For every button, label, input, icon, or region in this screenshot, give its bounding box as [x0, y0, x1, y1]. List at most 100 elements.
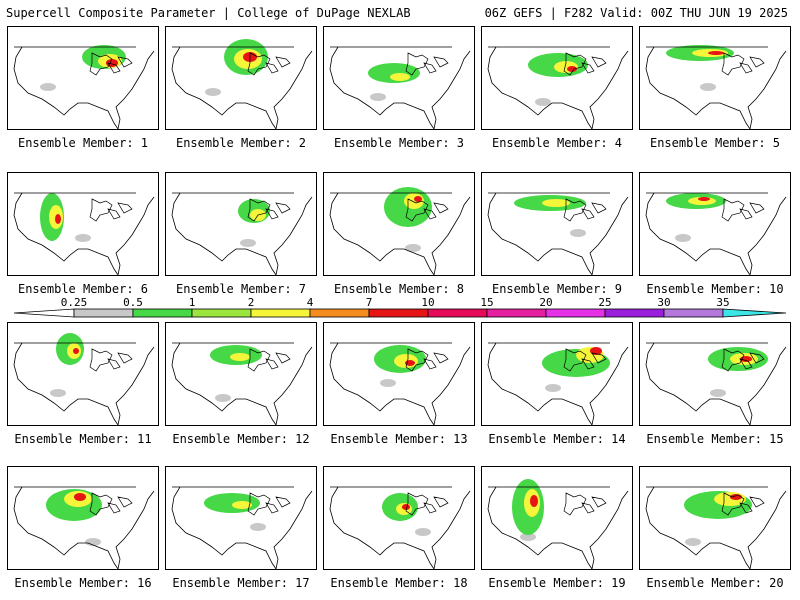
scp-contour — [215, 394, 231, 402]
great-lakes-outline — [89, 198, 133, 222]
ensemble-map-panel — [323, 466, 475, 570]
great-lakes-outline — [721, 198, 765, 222]
scp-map — [329, 46, 471, 129]
legend-color-bin — [368, 308, 429, 318]
us-boundary — [13, 486, 155, 569]
legend-color-bin — [250, 308, 311, 318]
ensemble-map-panel — [323, 322, 475, 426]
scp-map — [171, 39, 313, 129]
us-boundary — [329, 46, 471, 129]
scp-contour — [380, 379, 396, 387]
ensemble-member-label: Ensemble Member: 7 — [175, 282, 307, 296]
ensemble-member-label: Ensemble Member: 13 — [330, 432, 468, 446]
scp-map — [13, 45, 155, 129]
legend-color-bin — [309, 308, 370, 318]
great-lakes-outline — [563, 348, 607, 372]
us-boundary — [645, 46, 787, 129]
ensemble-map-panel — [165, 26, 317, 130]
great-lakes-outline — [89, 348, 133, 372]
scp-contour — [204, 493, 260, 513]
scp-map — [487, 479, 629, 569]
great-lakes-outline — [563, 52, 607, 76]
legend-tick-label: 0.5 — [123, 296, 143, 309]
great-lakes-outline — [405, 198, 449, 222]
scp-contour — [40, 83, 56, 91]
us-boundary — [487, 192, 629, 275]
great-lakes-outline — [405, 52, 449, 76]
us-boundary — [645, 486, 787, 569]
legend-color-bin — [663, 308, 724, 318]
ensemble-map-panel — [165, 172, 317, 276]
scp-contour — [85, 538, 101, 546]
us-boundary — [13, 192, 155, 275]
ensemble-map-panel — [639, 26, 791, 130]
ensemble-member-label: Ensemble Member: 6 — [17, 282, 149, 296]
legend-color-bin — [722, 308, 787, 318]
scp-contour — [685, 538, 701, 546]
header-title: Supercell Composite Parameter | College … — [6, 6, 411, 20]
us-boundary — [487, 342, 629, 425]
ensemble-member-label: Ensemble Member: 12 — [172, 432, 310, 446]
header-valid-time: 06Z GEFS | F282 Valid: 00Z THU JUN 19 20… — [484, 6, 788, 20]
scp-map — [487, 342, 629, 425]
legend-tick-label: 35 — [716, 296, 730, 309]
us-boundary — [13, 342, 155, 425]
legend-min-arrow — [13, 308, 75, 318]
legend-color-bin — [545, 308, 606, 318]
ensemble-map-panel — [165, 322, 317, 426]
scp-contour — [710, 389, 726, 397]
great-lakes-outline — [247, 52, 291, 76]
scp-map — [13, 192, 155, 275]
ensemble-member-label: Ensemble Member: 9 — [491, 282, 623, 296]
ensemble-member-label: Ensemble Member: 11 — [14, 432, 152, 446]
us-boundary — [329, 486, 471, 569]
legend-color-bin — [427, 308, 488, 318]
ensemble-map-panel — [7, 322, 159, 426]
us-boundary — [13, 46, 155, 129]
great-lakes-outline — [721, 52, 765, 76]
great-lakes-outline — [721, 492, 765, 516]
great-lakes-outline — [89, 492, 133, 516]
ensemble-member-label: Ensemble Member: 15 — [646, 432, 784, 446]
ensemble-member-label: Ensemble Member: 8 — [333, 282, 465, 296]
ensemble-member-label: Ensemble Member: 19 — [488, 576, 626, 590]
scp-contour — [205, 88, 221, 96]
legend-tick-label: 20 — [539, 296, 553, 309]
legend-color-bin — [604, 308, 665, 318]
ensemble-map-panel — [323, 172, 475, 276]
color-scale-legend — [13, 308, 787, 318]
scp-contour — [55, 214, 61, 224]
ensemble-member-label: Ensemble Member: 10 — [646, 282, 784, 296]
scp-contour — [542, 199, 570, 207]
great-lakes-outline — [89, 52, 133, 76]
scp-map — [645, 192, 787, 275]
scp-contour — [75, 234, 91, 242]
great-lakes-outline — [247, 492, 291, 516]
us-boundary — [171, 192, 313, 275]
ensemble-member-label: Ensemble Member: 5 — [649, 136, 781, 150]
great-lakes-outline — [563, 492, 607, 516]
ensemble-map-panel — [481, 466, 633, 570]
ensemble-map-panel — [639, 322, 791, 426]
legend-color-bin — [132, 308, 193, 318]
ensemble-map-panel — [481, 172, 633, 276]
legend-tick-label: 10 — [421, 296, 435, 309]
ensemble-map-panel — [7, 172, 159, 276]
legend-tick-label: 0.25 — [60, 296, 88, 309]
scp-contour — [415, 528, 431, 536]
us-boundary — [645, 342, 787, 425]
us-boundary — [329, 342, 471, 425]
great-lakes-outline — [247, 348, 291, 372]
legend-tick-label: 7 — [365, 296, 373, 309]
scp-contour — [708, 51, 724, 55]
scp-map — [645, 342, 787, 425]
scp-contour — [402, 504, 410, 510]
scp-contour — [50, 389, 66, 397]
scp-map — [171, 192, 313, 275]
scp-contour — [530, 495, 538, 507]
ensemble-member-label: Ensemble Member: 3 — [333, 136, 465, 150]
great-lakes-outline — [247, 198, 291, 222]
scp-contour — [250, 523, 266, 531]
great-lakes-outline — [721, 348, 765, 372]
scp-map — [329, 486, 471, 569]
